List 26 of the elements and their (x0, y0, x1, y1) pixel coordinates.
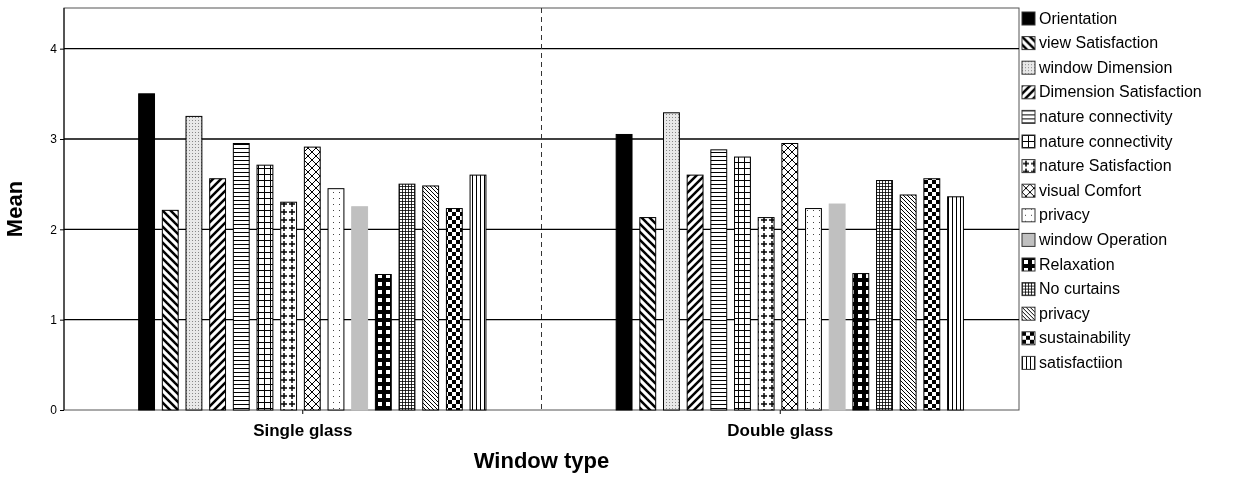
legend-label: Orientation (1039, 9, 1118, 27)
legend-label: window Dimension (1038, 58, 1173, 76)
legend-label: nature connectivity (1039, 132, 1173, 150)
legend-label: satisfactiion (1039, 353, 1123, 371)
legend-label: privacy (1039, 206, 1090, 224)
legend-label: visual Comfort (1039, 181, 1142, 199)
y-tick-label: 2 (50, 222, 58, 237)
y-tick-label: 0 (50, 403, 58, 418)
legend-label: No curtains (1039, 280, 1120, 298)
legend-label: Relaxation (1039, 255, 1115, 273)
legend-label: Dimension Satisfaction (1039, 83, 1202, 101)
bar (351, 206, 369, 411)
legend-label: sustainability (1039, 329, 1131, 347)
x-tick-label: Double glass (727, 420, 834, 440)
legend-label: nature connectivity (1039, 107, 1173, 125)
y-tick-label: 1 (50, 313, 58, 327)
legend-label: window Operation (1038, 230, 1168, 248)
y-tick-label: 4 (50, 41, 58, 56)
bar (828, 203, 846, 411)
legend-label: privacy (1039, 304, 1090, 322)
x-axis-title: Window type (473, 448, 610, 473)
legend-label: nature Satisfaction (1039, 157, 1172, 175)
x-tick-label: Single glass (253, 420, 353, 440)
y-tick-label: 3 (50, 132, 58, 147)
y-axis-title: Mean (2, 180, 27, 238)
legend-label: view Satisfaction (1039, 34, 1159, 52)
